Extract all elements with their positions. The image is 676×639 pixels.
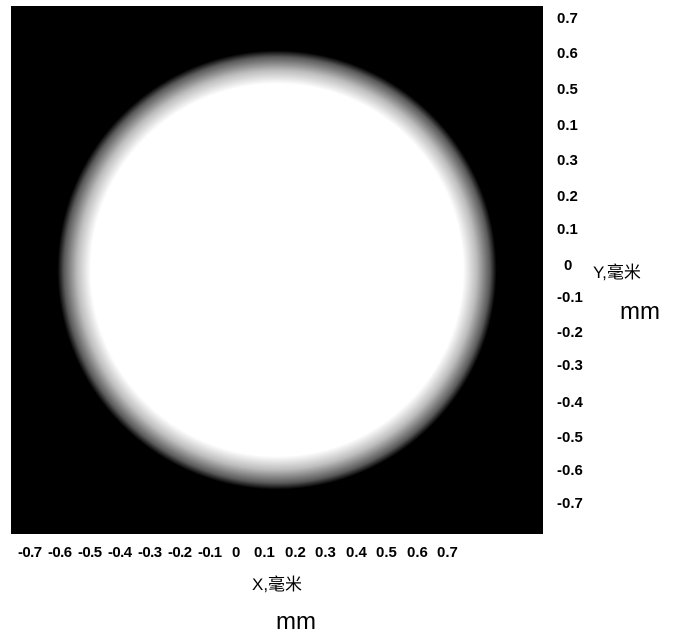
y-tick-label: -0.6 [557, 462, 583, 479]
y-tick-label: 0.3 [557, 152, 578, 169]
y-tick-label: 0.6 [557, 45, 578, 62]
x-tick-label: -0.3 [138, 544, 162, 561]
y-tick-label: 0.5 [557, 81, 578, 98]
y-tick-label: 0.2 [557, 188, 578, 205]
x-axis-unit: mm [276, 608, 316, 635]
heatmap-plot [11, 6, 543, 534]
y-tick-label: -0.1 [557, 289, 583, 306]
y-tick-label: -0.2 [557, 324, 583, 341]
y-tick-label: -0.7 [557, 495, 583, 512]
x-tick-label: -0.7 [18, 544, 42, 561]
y-tick-label: -0.4 [557, 394, 583, 411]
y-tick-label: 0 [564, 257, 573, 274]
x-tick-label: -0.6 [48, 544, 72, 561]
y-tick-label: -0.5 [557, 429, 583, 446]
y-tick-label: 0.1 [557, 221, 578, 238]
x-tick-label: 0.1 [254, 544, 275, 561]
intensity-spot [57, 50, 497, 490]
x-tick-label: -0.4 [108, 544, 132, 561]
y-tick-label: -0.3 [557, 357, 583, 374]
y-axis-unit: mm [620, 298, 660, 325]
y-tick-label: 0.7 [557, 10, 578, 27]
x-tick-label: 0.7 [437, 544, 458, 561]
x-tick-label: -0.1 [198, 544, 222, 561]
y-axis-label: Y,毫米 [593, 263, 641, 282]
x-tick-label: -0.5 [78, 544, 102, 561]
x-tick-label: 0.4 [346, 544, 367, 561]
x-tick-label: -0.2 [168, 544, 192, 561]
x-tick-label: 0.5 [376, 544, 397, 561]
x-axis-label: X,毫米 [252, 575, 303, 594]
x-tick-label: 0 [232, 544, 241, 561]
y-tick-label: 0.1 [557, 117, 578, 134]
x-tick-label: 0.2 [285, 544, 306, 561]
x-tick-label: 0.3 [315, 544, 336, 561]
x-tick-label: 0.6 [407, 544, 428, 561]
